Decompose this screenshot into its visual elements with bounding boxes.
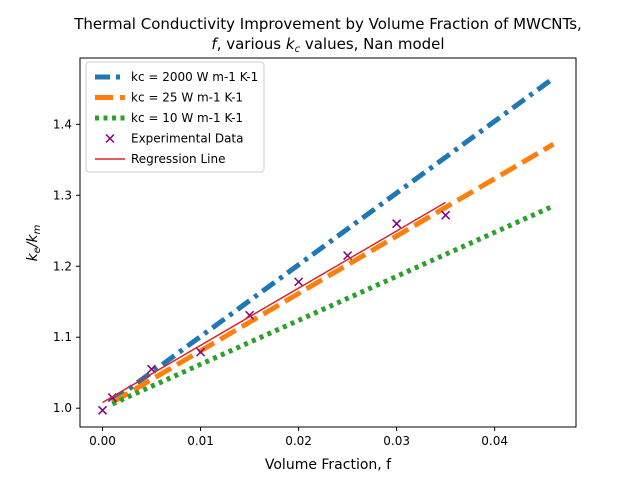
title-italic-f: f [211, 35, 219, 53]
legend-entry: Regression Line [95, 152, 225, 166]
x-tick-label: 0.04 [481, 434, 508, 448]
title-subscript-c: c [295, 44, 301, 55]
axes-frame [79, 57, 577, 428]
title-italic-k: k [286, 35, 296, 53]
y-tick-label: 1.1 [53, 330, 72, 344]
legend-label: kc = 2000 W m-1 K-1 [131, 70, 258, 84]
experimental-data-points [98, 210, 451, 415]
y-axis-label: ke/km [25, 224, 43, 261]
y-tick-label: 1.2 [53, 259, 72, 273]
legend-entry: kc = 2000 W m-1 K-1 [95, 70, 258, 84]
y-label-slash-k: /k [25, 233, 41, 249]
legend-label: Experimental Data [131, 132, 244, 146]
chart-title-line-1: Thermal Conductivity Improvement by Volu… [73, 15, 582, 33]
legend-label: Regression Line [131, 152, 225, 166]
series-line-1 [110, 76, 555, 404]
y-tick-label: 1.4 [53, 117, 72, 131]
y-tick-label: 1.0 [53, 401, 72, 415]
x-tick-label: 0.02 [285, 434, 312, 448]
legend-swatch [105, 133, 115, 144]
legend-label: kc = 25 W m-1 K-1 [131, 91, 243, 105]
title-segment-b: values, Nan model [300, 35, 445, 53]
legend-label: kc = 10 W m-1 K-1 [131, 111, 243, 125]
legend-box [85, 61, 265, 173]
legend-entry: kc = 10 W m-1 K-1 [95, 111, 243, 125]
x-axis-label: Volume Fraction, f [265, 457, 392, 473]
x-tick-label: 0.00 [89, 434, 116, 448]
y-label-sub-m: m [32, 224, 43, 234]
series-line-5 [102, 201, 447, 404]
data-point-marker [294, 277, 304, 287]
x-tick-label: 0.01 [187, 434, 214, 448]
data-point-marker [392, 219, 402, 229]
legend-items: kc = 2000 W m-1 K-1 kc = 25 W m-1 K-1 kc =… [95, 70, 258, 166]
chart-title-line-2: f, various kc values, Nan model [211, 35, 444, 55]
data-point-marker [196, 347, 206, 357]
series-line-2 [111, 142, 555, 405]
y-label-sub-e: e [32, 247, 43, 253]
y-tick-label: 1.3 [53, 188, 72, 202]
data-point-marker [98, 405, 108, 415]
title-segment-a: , various [217, 35, 286, 53]
legend-entry: kc = 25 W m-1 K-1 [95, 91, 243, 105]
x-tick-label: 0.03 [383, 434, 410, 448]
legend: kc = 2000 W m-1 K-1 kc = 25 W m-1 K-1 kc =… [85, 61, 265, 173]
series-line-3 [111, 203, 555, 407]
legend-entry: Experimental Data [105, 132, 244, 146]
x-axis-ticks: 0.00 0.01 0.02 0.03 0.04 [89, 427, 508, 448]
y-label-k: k [25, 252, 41, 261]
data-point-marker [441, 210, 451, 220]
y-axis-ticks: 1.0 1.1 1.2 1.3 1.4 [53, 117, 80, 415]
series-layer [98, 76, 555, 415]
